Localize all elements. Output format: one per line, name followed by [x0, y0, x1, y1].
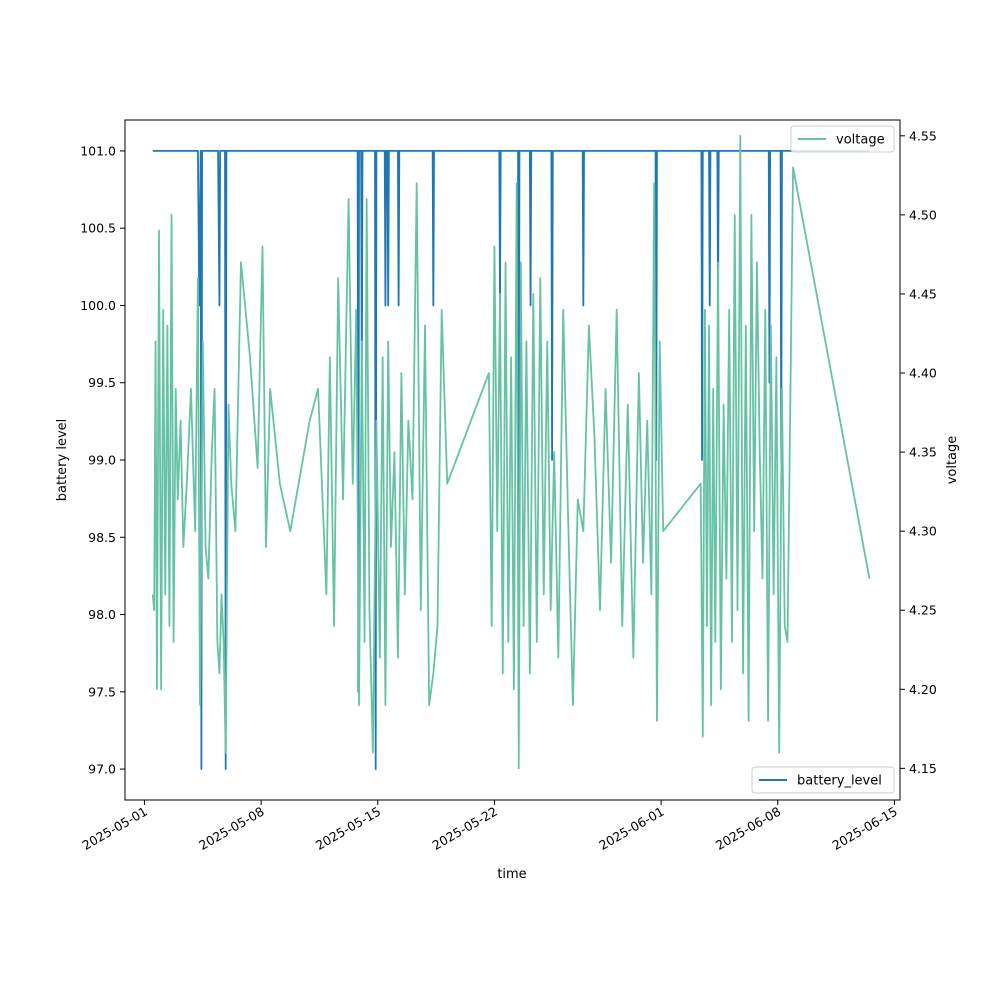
y2-tick-label: 4.20 [909, 682, 937, 697]
y-tick-label: 99.5 [88, 375, 116, 390]
legend-battery-level: battery_level [751, 766, 895, 794]
legend-voltage-box [790, 125, 895, 153]
y2-tick-label: 4.50 [909, 207, 937, 222]
y2-tick-label: 4.25 [909, 603, 937, 618]
y-tick-label: 97.5 [88, 684, 116, 699]
y-axis-title: battery level [55, 419, 70, 502]
legend-voltage: voltage [790, 125, 895, 153]
y2-tick-label: 4.55 [909, 128, 937, 143]
y-tick-label: 98.5 [88, 530, 116, 545]
y-tick-label: 99.0 [88, 453, 116, 468]
y2-tick-label: 4.35 [909, 445, 937, 460]
x-axis-title: time [497, 867, 526, 882]
y-tick-label: 101.0 [80, 143, 116, 158]
y2-axis-title: voltage [945, 436, 960, 485]
y-tick-label: 97.0 [88, 762, 116, 777]
y-tick-label: 100.5 [80, 221, 116, 236]
series-line-voltage [151, 134, 871, 770]
y-axis-left: 97.0 97.5 98.0 98.5 99.0 99.5 100.0 100.5 101.0 [80, 143, 125, 777]
y-tick-label: 98.0 [88, 607, 116, 622]
y2-tick-label: 4.15 [909, 761, 937, 776]
left-axis-series-layer [152, 150, 870, 770]
series-line-battery-level [152, 150, 870, 770]
y2-tick-label: 4.45 [909, 286, 937, 301]
legend-battery-level-box [751, 766, 895, 794]
legend-battery-level-label: battery_level [797, 774, 882, 789]
right-axis-series-layer [151, 134, 871, 770]
legend-voltage-label: voltage [836, 133, 885, 148]
y-tick-label: 100.0 [80, 298, 116, 313]
y2-tick-label: 4.30 [909, 524, 937, 539]
y-axis-right: 4.15 4.20 4.25 4.30 4.35 4.40 4.45 4.50 4.55 [900, 128, 937, 776]
y2-tick-label: 4.40 [909, 366, 937, 381]
